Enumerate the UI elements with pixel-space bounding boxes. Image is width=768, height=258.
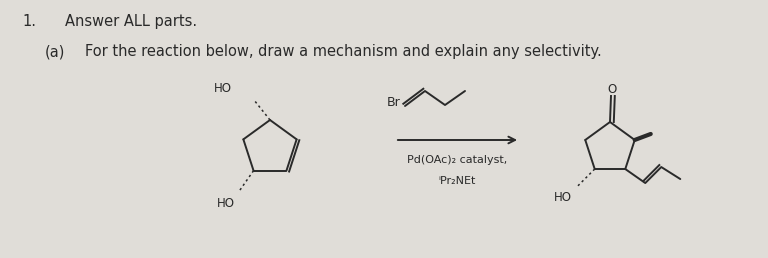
Text: O: O [607,83,617,96]
Text: 1.: 1. [22,14,36,29]
Text: Pd(OAc)₂ catalyst,: Pd(OAc)₂ catalyst, [407,155,508,165]
Text: Br: Br [386,95,400,109]
Text: HO: HO [554,191,571,204]
Text: HO: HO [217,197,234,210]
Text: Answer ALL parts.: Answer ALL parts. [65,14,197,29]
Text: HO: HO [214,82,232,95]
Text: For the reaction below, draw a mechanism and explain any selectivity.: For the reaction below, draw a mechanism… [85,44,602,59]
Text: (a): (a) [45,44,65,59]
Text: ⁱPr₂NEt: ⁱPr₂NEt [439,176,476,186]
